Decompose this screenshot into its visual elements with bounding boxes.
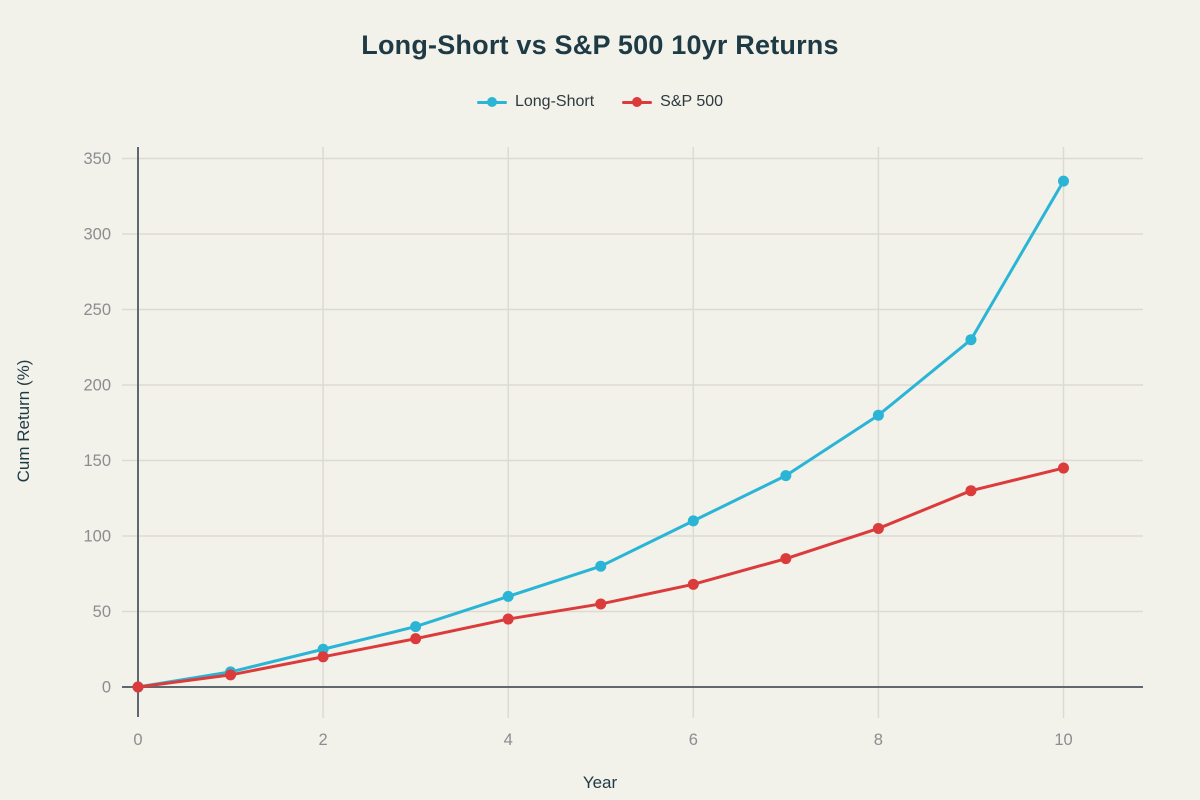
y-tick-label: 200 [83,377,111,395]
horizontal-gridlines [122,157,1143,613]
legend-item-long-short: Long-Short [476,93,595,111]
x-tick-label: 4 [504,731,513,749]
data-point-marker [780,553,792,565]
y-tick-label: 100 [83,528,111,546]
series-long-short [132,175,1069,693]
data-point-marker [410,621,422,633]
data-point-marker [317,651,329,663]
y-tick-label: 300 [83,226,111,244]
x-tick-label: 10 [1054,731,1072,749]
y-tick-label: 150 [83,452,111,470]
axis-spines [122,147,1143,717]
chart-title: Long-Short vs S&P 500 10yr Returns [361,30,839,60]
data-point-marker [965,485,977,497]
data-point-marker [687,578,699,590]
x-tick-label: 8 [874,731,883,749]
legend-dot-sample [632,97,643,107]
data-point-marker [595,560,607,572]
data-point-marker [502,590,514,602]
legend-label-sp500: S&P 500 [660,93,724,110]
data-point-marker [132,681,144,693]
x-tick-label: 6 [689,731,698,749]
data-point-marker [872,409,884,421]
series-s-p-500 [132,462,1069,693]
data-point-marker [965,334,977,346]
y-axis-title: Cum Return (%) [14,359,33,483]
x-tick-label: 2 [319,731,328,749]
x-tick-label: 0 [133,731,142,749]
legend-dot-sample [486,97,497,107]
data-point-marker [317,643,329,655]
series-line [136,466,1065,689]
legend-marker-long-short-icon [476,96,507,108]
y-tick-label: 0 [102,679,111,697]
tick-labels: 0 50 100 150 200 250 300 350 0 2 4 6 8 10 [83,150,1072,749]
data-point-marker [687,515,699,527]
data-point-marker [410,633,422,645]
chart-legend: Long-Short S&P 500 [0,93,1200,111]
data-point-marker [502,613,514,625]
data-point-marker [780,470,792,482]
data-point-marker [1058,462,1069,474]
data-point-marker [225,669,237,681]
legend-item-sp500: S&P 500 [622,93,723,111]
y-tick-label: 350 [83,150,111,168]
data-point-marker [1058,175,1069,187]
x-axis-title: Year [582,773,618,792]
legend-label-long-short: Long-Short [514,93,595,110]
vertical-gridlines [322,147,1065,718]
legend-marker-sp500-icon [622,96,653,108]
data-point-marker [595,598,607,610]
y-tick-label: 250 [83,301,111,319]
y-tick-label: 50 [93,603,111,621]
data-point-marker [872,522,884,534]
